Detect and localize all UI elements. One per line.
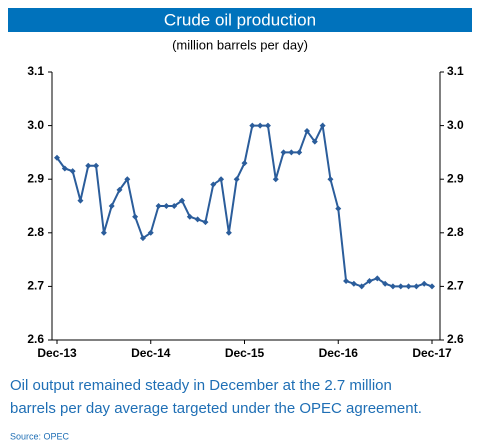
marker — [116, 186, 123, 193]
y2-tick-label: 2.7 — [447, 279, 464, 293]
y2-tick-label: 2.6 — [447, 332, 464, 346]
marker — [249, 122, 256, 129]
marker — [257, 122, 264, 129]
marker — [272, 176, 279, 183]
x-tick-label: Dec-15 — [225, 346, 265, 360]
marker — [108, 203, 115, 209]
marker — [171, 203, 178, 209]
y-tick-label: 2.6 — [27, 332, 44, 346]
marker — [382, 280, 389, 287]
marker — [397, 283, 404, 290]
marker — [389, 283, 396, 290]
marker — [93, 162, 100, 169]
marker — [421, 280, 428, 287]
marker — [132, 213, 139, 220]
marker — [100, 229, 107, 236]
marker — [163, 203, 170, 209]
marker — [77, 197, 84, 204]
marker — [218, 176, 225, 183]
y2-tick-label: 2.8 — [447, 225, 464, 239]
marker — [405, 283, 412, 290]
source: Source: OPEC — [10, 431, 70, 441]
x-tick-label: Dec-17 — [412, 346, 452, 360]
x-tick-label: Dec-16 — [319, 346, 359, 360]
y2-tick-label: 3.1 — [447, 64, 464, 78]
marker — [179, 197, 185, 204]
marker — [124, 176, 131, 183]
chart-title: Crude oil production — [164, 10, 316, 29]
y-tick-label: 3.1 — [27, 64, 44, 78]
y-tick-label: 3.0 — [27, 118, 44, 132]
marker — [264, 122, 271, 129]
x-tick-label: Dec-13 — [37, 346, 77, 360]
x-tick-label: Dec-14 — [131, 346, 171, 360]
title-bar — [8, 8, 472, 32]
y2-tick-label: 3.0 — [447, 118, 464, 132]
caption: Oil output remained steady in December a… — [10, 377, 392, 394]
marker — [233, 176, 240, 183]
marker — [186, 213, 193, 220]
marker — [194, 216, 201, 223]
chart-subtitle: (million barrels per day) — [172, 37, 308, 52]
marker — [69, 168, 76, 175]
marker — [210, 181, 217, 188]
marker — [366, 278, 373, 285]
marker — [54, 154, 60, 161]
marker — [311, 138, 318, 145]
marker — [374, 275, 381, 282]
marker — [319, 122, 326, 129]
marker — [280, 149, 287, 156]
marker — [61, 165, 68, 172]
marker — [304, 127, 310, 134]
marker — [241, 160, 248, 167]
marker — [343, 278, 350, 285]
marker — [358, 283, 365, 290]
marker — [155, 203, 162, 209]
marker — [288, 149, 295, 156]
marker — [413, 283, 420, 290]
marker — [429, 283, 435, 290]
marker — [350, 280, 357, 287]
marker — [202, 219, 209, 226]
y-tick-label: 2.9 — [27, 171, 44, 185]
marker — [225, 229, 232, 236]
marker — [327, 176, 334, 183]
y-tick-label: 2.7 — [27, 279, 44, 293]
caption: barrels per day average targeted under t… — [10, 400, 422, 417]
y2-tick-label: 2.9 — [447, 171, 464, 185]
y-tick-label: 2.8 — [27, 225, 44, 239]
marker — [147, 229, 154, 236]
marker — [335, 205, 342, 212]
marker — [139, 235, 146, 242]
marker — [85, 162, 92, 169]
marker — [296, 149, 303, 156]
